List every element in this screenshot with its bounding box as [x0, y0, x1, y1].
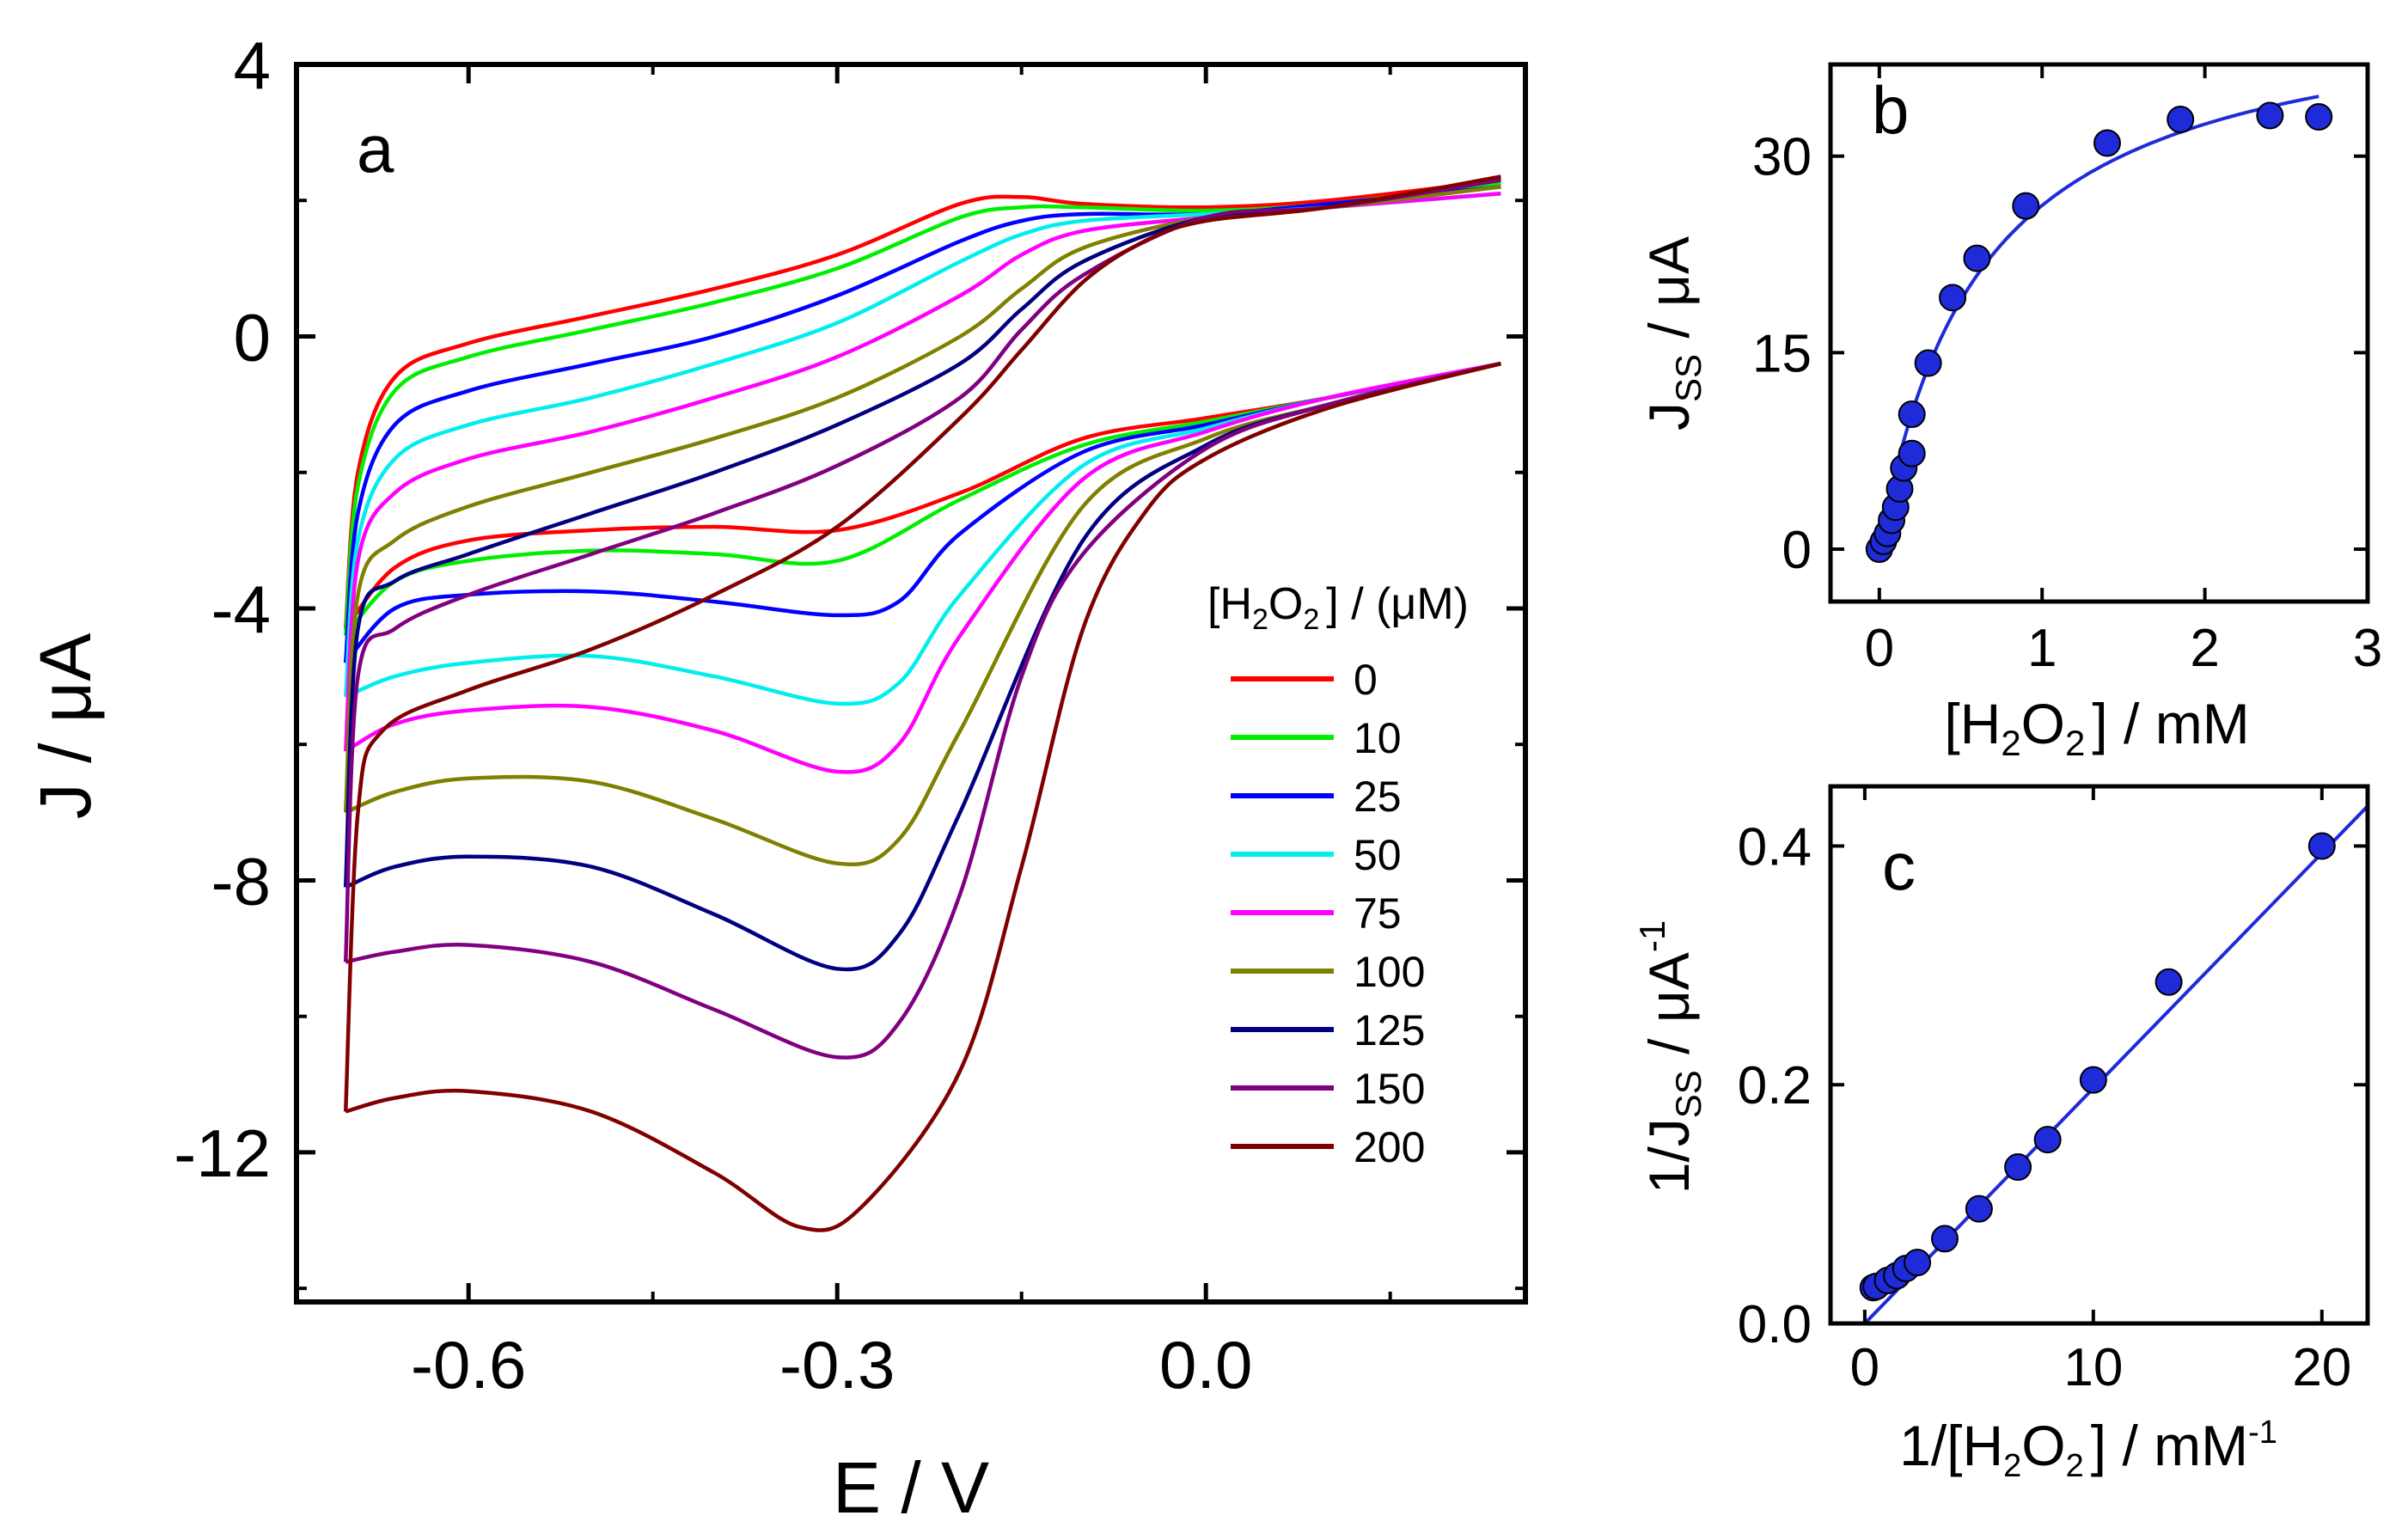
c-data-point — [2033, 1126, 2062, 1154]
c-data-point — [2154, 968, 2183, 996]
panel-b-letter: b — [1872, 72, 1909, 148]
c-xtick-label: 10 — [2063, 1338, 2123, 1397]
b-data-point — [1914, 349, 1942, 377]
a-xtick-label: -0.3 — [779, 1327, 895, 1402]
panel-c-content — [1859, 804, 2369, 1325]
c-ytick-label: 0.4 — [1738, 817, 1812, 877]
b-data-point — [1898, 439, 1926, 468]
panel-b-ylabel: JSS / μA — [1637, 236, 1708, 431]
panel-a-legend-title: [H2O2] / (μM) — [1207, 579, 1469, 636]
c-ytick-label: 0.0 — [1738, 1295, 1812, 1354]
cv-oxidation-10 — [343, 181, 1501, 636]
cv-reduction-200 — [345, 361, 1501, 1232]
b-data-point — [1898, 400, 1926, 429]
b-xtick-label: 3 — [2353, 619, 2382, 678]
panel-c-ylabel: 1/JSS / μA-1 — [1632, 920, 1708, 1195]
cv-oxidation-150 — [343, 178, 1501, 962]
panel-a-ylabel: J / μA — [25, 633, 106, 819]
c-data-point — [2004, 1153, 2032, 1182]
panel-c-ticks: 0 10 20 0.0 0.2 0.4 — [1738, 786, 2368, 1397]
cv-oxidation-200 — [343, 174, 1501, 1112]
legend-label-10: 10 — [1354, 714, 1402, 762]
legend-label-100: 100 — [1354, 948, 1425, 996]
b-xtick-label: 1 — [2027, 619, 2057, 678]
panel-a-letter: a — [357, 111, 394, 186]
panel-c: 0 10 20 0.0 0.2 0.4 c 1/[H2O2] / mM-1 1/JSS /… — [1632, 784, 2370, 1484]
cv-oxidation-0 — [343, 178, 1501, 629]
b-data-point — [2012, 192, 2040, 220]
c-data-point — [1904, 1249, 1932, 1277]
cv-reduction-150 — [345, 361, 1501, 1060]
legend-label-25: 25 — [1354, 773, 1402, 821]
c-data-point — [2079, 1066, 2107, 1094]
b-data-point — [1939, 284, 1967, 312]
a-xtick-label: 0.0 — [1159, 1327, 1252, 1402]
b-data-point — [2256, 101, 2284, 130]
a-ytick-label: -12 — [174, 1115, 271, 1191]
panel-a: -0.6 -0.3 0.0 4 0 -4 -8 -12 a E / V J / μA [H2O… — [25, 28, 1528, 1528]
c-data-point — [1930, 1225, 1959, 1253]
c-data-point — [1965, 1195, 1993, 1223]
b-data-point — [2305, 102, 2333, 131]
a-ytick-label: 0 — [234, 299, 271, 375]
b-data-point — [2167, 106, 2195, 134]
panel-a-frame — [294, 62, 1528, 1305]
legend-label-125: 125 — [1354, 1006, 1425, 1054]
panel-b-frame — [1828, 62, 2370, 604]
panel-b-content — [1865, 95, 2333, 564]
panel-a-legend: [H2O2] / (μM) 0 10 25 50 75 100 125 150 200 — [1207, 579, 1469, 1171]
a-ytick-label: 4 — [234, 28, 271, 103]
b-data-point — [2093, 129, 2121, 157]
cv-reduction-100 — [345, 361, 1501, 867]
panel-c-frame — [1828, 784, 2370, 1326]
b-xtick-label: 2 — [2190, 619, 2219, 678]
panel-b-xlabel: [H2O2] / mM — [1944, 692, 2249, 763]
c-xtick-label: 0 — [1850, 1338, 1879, 1397]
panel-c-letter: c — [1882, 828, 1916, 904]
legend-label-150: 150 — [1354, 1065, 1425, 1113]
legend-label-75: 75 — [1354, 889, 1402, 938]
legend-label-200: 200 — [1354, 1123, 1425, 1171]
cv-oxidation-75 — [343, 192, 1501, 752]
legend-label-0: 0 — [1354, 656, 1378, 704]
legend-label-50: 50 — [1354, 831, 1402, 879]
cv-reduction-75 — [345, 361, 1501, 774]
a-xtick-label: -0.6 — [411, 1327, 526, 1402]
a-ytick-label: -4 — [211, 571, 271, 647]
c-ytick-label: 0.2 — [1738, 1056, 1812, 1115]
c-xtick-label: 20 — [2292, 1338, 2351, 1397]
b-xtick-label: 0 — [1865, 619, 1894, 678]
b-fit-curve — [1877, 95, 2319, 550]
b-data-point — [1963, 244, 1991, 272]
panel-a-ticks: -0.6 -0.3 0.0 4 0 -4 -8 -12 — [174, 28, 1525, 1402]
b-ytick-label: 15 — [1752, 324, 1812, 383]
b-ytick-label: 0 — [1782, 521, 1812, 580]
panel-a-xlabel: E / V — [833, 1447, 989, 1528]
b-ytick-label: 30 — [1752, 128, 1812, 187]
panel-a-curves — [343, 174, 1501, 1232]
c-data-point — [2307, 832, 2336, 860]
a-ytick-label: -8 — [211, 843, 271, 919]
panel-c-xlabel: 1/[H2O2] / mM-1 — [1899, 1414, 2277, 1484]
